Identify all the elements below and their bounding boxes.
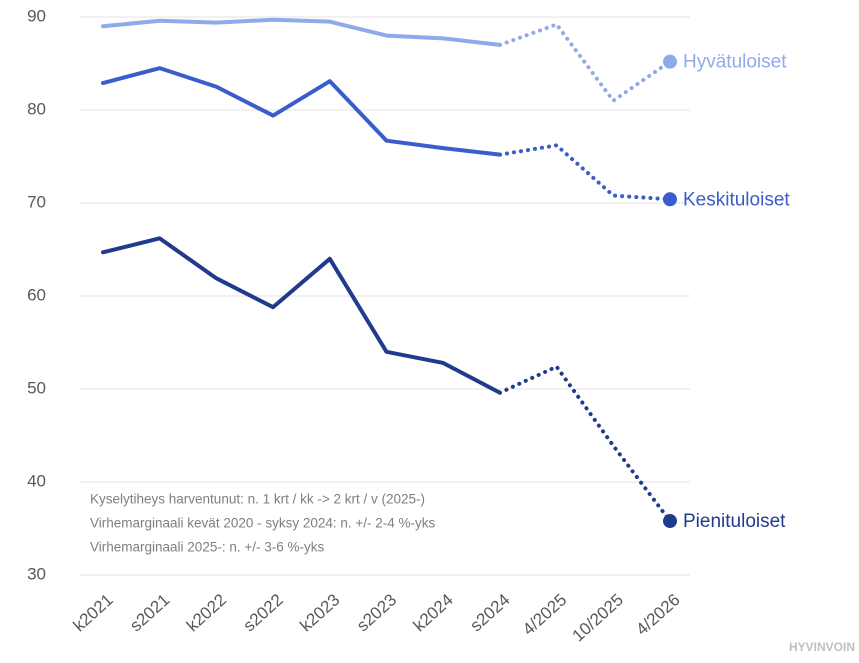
- annotation: Virhemarginaali kevät 2020 - syksy 2024:…: [90, 516, 436, 531]
- annotation: Kyselytiheys harventunut: n. 1 krt / kk …: [90, 492, 425, 507]
- x-tick-label: s2022: [240, 590, 287, 635]
- x-tick-label: 4/2026: [632, 590, 683, 639]
- series-line: [101, 66, 502, 157]
- annotation: Virhemarginaali 2025-: n. +/- 3-6 %-yks: [90, 540, 324, 555]
- x-tick-label: 10/2025: [569, 590, 627, 645]
- x-tick-label: 4/2025: [519, 590, 570, 639]
- x-tick-label: s2023: [353, 590, 400, 635]
- x-tick-label: k2024: [410, 590, 457, 635]
- series-line-dotted: [497, 143, 672, 202]
- series-line-dotted: [497, 22, 672, 103]
- x-tick-label: s2021: [126, 590, 173, 635]
- series-line-dotted: [497, 364, 672, 524]
- end-marker: [663, 54, 677, 69]
- x-tick-label: k2022: [183, 590, 230, 635]
- end-marker: [663, 514, 677, 529]
- y-tick-label: 70: [27, 192, 46, 211]
- series-line: [101, 236, 502, 395]
- legend-label: Keskituloiset: [683, 189, 790, 210]
- y-tick-label: 30: [27, 564, 46, 583]
- y-tick-label: 60: [27, 285, 46, 304]
- end-marker: [663, 192, 677, 207]
- y-tick-label: 80: [27, 99, 46, 118]
- source: HYVINVOIN: [789, 640, 855, 654]
- legend-label: Hyvätuloiset: [683, 52, 787, 73]
- x-tick-label: k2021: [70, 590, 117, 635]
- annotation-box: [85, 484, 615, 566]
- x-tick-label: k2023: [296, 590, 343, 635]
- y-tick-label: 40: [27, 471, 46, 490]
- legend-label: Pienituloiset: [683, 511, 786, 532]
- x-tick-label: s2024: [466, 590, 513, 635]
- y-tick-label: 50: [27, 378, 46, 397]
- series-line: [101, 17, 502, 47]
- y-tick-label: 90: [27, 6, 46, 25]
